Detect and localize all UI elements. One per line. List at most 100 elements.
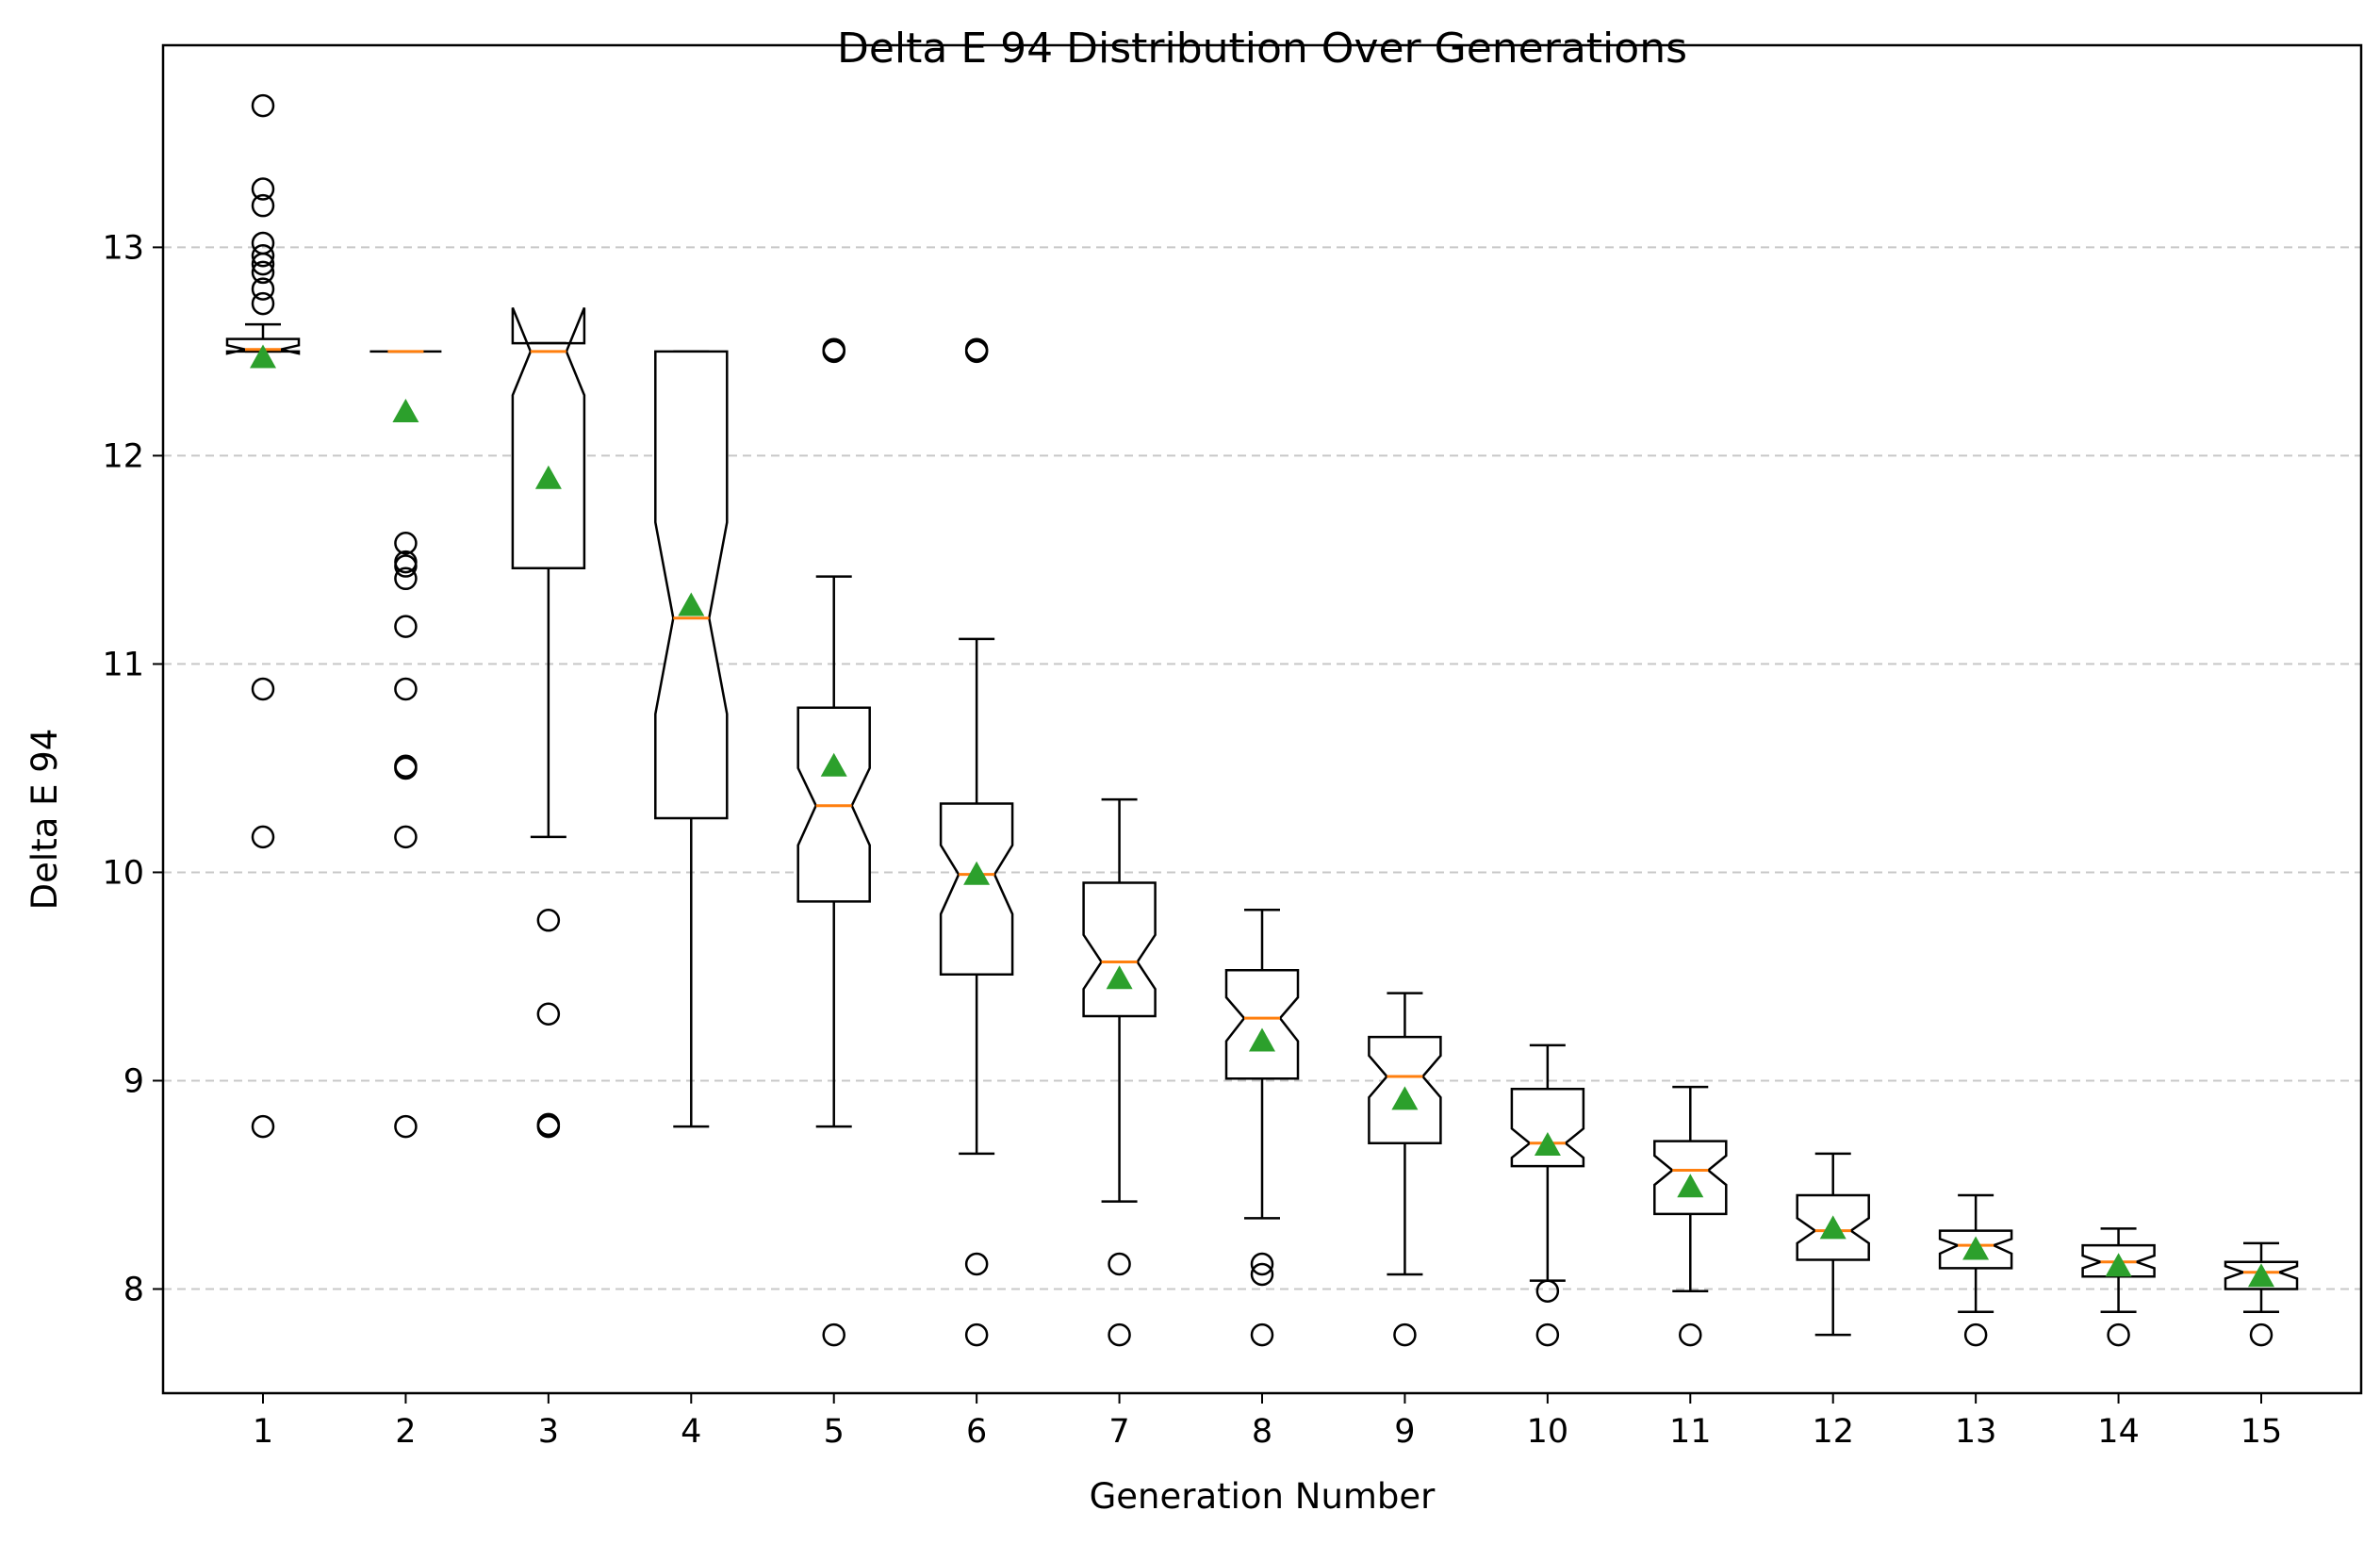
outlier-point [394, 554, 418, 578]
x-tick-label: 8 [1252, 1413, 1272, 1451]
x-tick-label: 4 [681, 1413, 701, 1451]
outlier-point [394, 677, 418, 701]
mean-marker [820, 752, 847, 777]
chart-title: Delta E 94 Distribution Over Generations [837, 25, 1687, 73]
outlier-point [536, 1002, 561, 1026]
box-group-3 [511, 307, 586, 1139]
y-tick-label: 9 [123, 1062, 144, 1100]
box-group-1 [225, 93, 301, 1139]
x-tick-label: 7 [1108, 1413, 1129, 1451]
box-group-15 [2224, 1241, 2299, 1347]
mean-marker [678, 592, 705, 616]
x-tick-label: 3 [538, 1413, 559, 1451]
x-tick-label: 10 [1527, 1413, 1569, 1451]
outlier-point [394, 756, 418, 780]
x-tick-label: 6 [966, 1413, 987, 1451]
x-tick-label: 9 [1394, 1413, 1415, 1451]
box [1082, 881, 1157, 1018]
outlier-point [251, 252, 275, 276]
box-group-11 [1653, 1085, 1728, 1347]
outlier-point [394, 531, 418, 555]
outlier-point [1963, 1322, 1988, 1347]
outlier-point [394, 567, 418, 591]
x-axis-label: Generation Number [1090, 1476, 1436, 1517]
mean-marker [250, 344, 276, 369]
outlier-point [394, 615, 418, 638]
outlier-point [822, 1322, 845, 1347]
y-axis-label: Delta E 94 [25, 729, 65, 911]
outlier-point [1108, 1322, 1131, 1347]
box-group-2 [369, 350, 442, 1139]
x-tick-label: 5 [824, 1413, 845, 1451]
outlier-point [251, 825, 275, 849]
box-group-6 [939, 337, 1014, 1347]
outlier-point [1250, 1262, 1274, 1287]
y-tick-label: 13 [102, 229, 144, 267]
box-group-9 [1368, 992, 1442, 1347]
mean-marker [2248, 1263, 2274, 1288]
mean-marker [1249, 1027, 1275, 1052]
box-group-10 [1510, 1043, 1585, 1347]
outlier-point [1393, 1322, 1417, 1347]
box [939, 802, 1014, 976]
mean-marker [534, 465, 562, 489]
outlier-point [251, 291, 275, 316]
outlier-point [394, 1114, 418, 1139]
box [1510, 1088, 1585, 1168]
outlier-point [1535, 1322, 1560, 1347]
mean-marker [1819, 1215, 1847, 1240]
outlier-point [2249, 1322, 2273, 1347]
mean-marker [1677, 1174, 1704, 1198]
box-group-8 [1224, 908, 1300, 1347]
mean-marker [1962, 1236, 1990, 1260]
y-tick-label: 8 [123, 1271, 144, 1308]
outlier-point [394, 825, 418, 849]
outlier-point [251, 93, 275, 118]
outlier-point [964, 337, 989, 361]
mean-marker [2105, 1253, 2132, 1277]
mean-marker [963, 861, 991, 885]
mean-marker [392, 399, 419, 422]
grid-lines [163, 246, 2361, 1290]
mean-marker [1534, 1132, 1561, 1156]
outlier-point [536, 1114, 561, 1139]
outlier-point [251, 193, 275, 218]
outlier-point [1108, 1252, 1131, 1276]
box [654, 350, 729, 820]
outlier-point [822, 337, 845, 361]
mean-marker [1106, 965, 1133, 990]
outlier-point [251, 1114, 275, 1139]
outlier-point [1250, 1252, 1274, 1276]
box-group-14 [2081, 1227, 2156, 1347]
outlier-point [251, 277, 275, 301]
outlier-point [2107, 1322, 2130, 1347]
x-tick-label: 1 [253, 1413, 273, 1451]
x-tick-label: 13 [1955, 1413, 1997, 1451]
box [511, 307, 586, 570]
outlier-point [251, 243, 275, 268]
outlier-point [1250, 1322, 1274, 1347]
outlier-point [251, 677, 275, 701]
x-tick-label: 15 [2240, 1413, 2283, 1451]
outlier-point [251, 260, 275, 285]
box-group-5 [796, 337, 871, 1347]
outlier-point [964, 1322, 989, 1347]
outlier-point [964, 1252, 989, 1276]
box-group-13 [1938, 1193, 2013, 1347]
outlier-point [536, 909, 561, 932]
box [1224, 969, 1300, 1080]
outlier-point [1679, 1322, 1702, 1347]
y-tick-label: 10 [102, 854, 144, 892]
x-tick-label: 11 [1669, 1413, 1712, 1451]
box-group-4 [654, 350, 729, 1128]
y-tick-label: 12 [102, 437, 144, 475]
mean-marker [1391, 1086, 1419, 1110]
box-group-7 [1082, 797, 1157, 1347]
x-tick-label: 2 [395, 1413, 416, 1451]
y-tick-label: 11 [102, 646, 144, 683]
outlier-point [251, 177, 275, 201]
x-tick-label: 14 [2097, 1413, 2140, 1451]
